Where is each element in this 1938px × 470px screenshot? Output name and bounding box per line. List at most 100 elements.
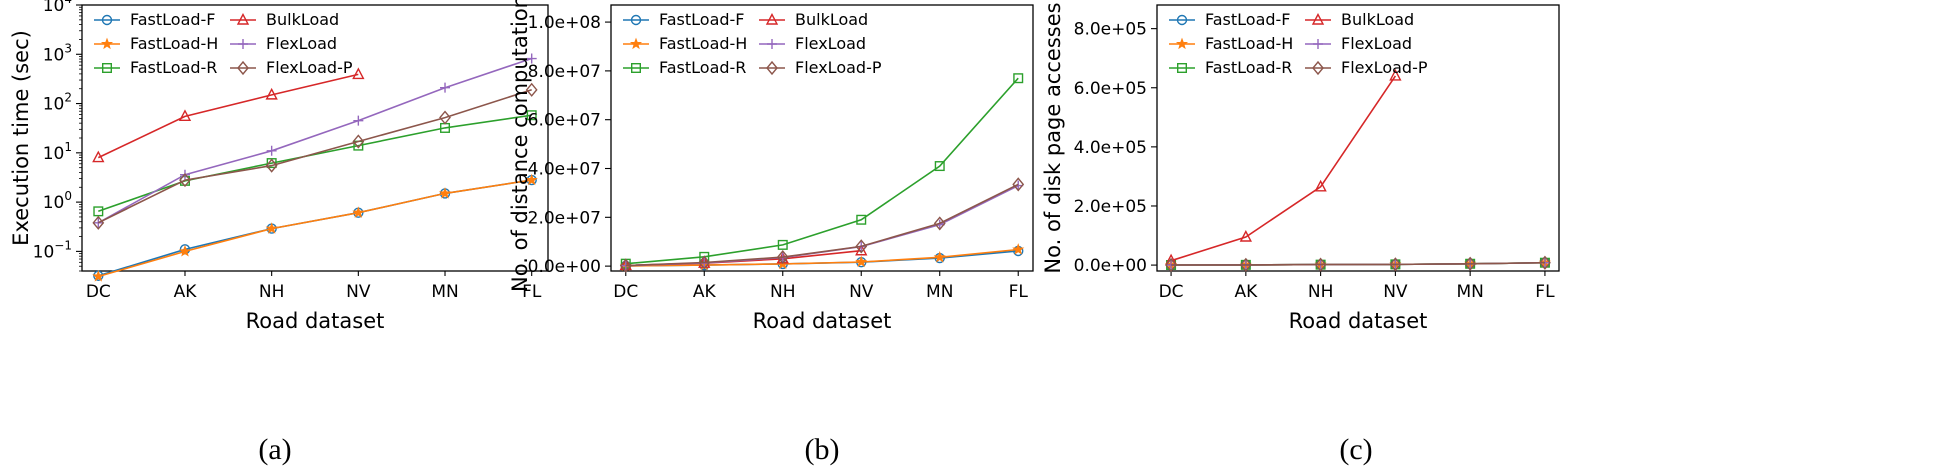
series-line — [625, 77, 1019, 265]
legend-marker — [765, 12, 779, 25]
data-point-marker — [1314, 257, 1327, 272]
series-fastload-r — [620, 73, 1024, 269]
y-tick-label: 100 — [43, 189, 72, 213]
y-tick-label: 10−1 — [33, 238, 72, 262]
data-point-marker — [265, 158, 278, 173]
y-tick-label: 2.0e+07 — [528, 208, 601, 228]
series-flexload-p — [1165, 255, 1551, 273]
data-point-marker — [934, 161, 945, 172]
series-bulkload — [92, 67, 365, 163]
legend-marker — [101, 63, 112, 74]
data-point-marker — [178, 109, 192, 122]
data-point-marker — [1539, 255, 1551, 270]
x-tick-label: DC — [86, 282, 111, 302]
data-point-marker — [265, 222, 278, 234]
series-line — [97, 73, 359, 159]
data-point-marker — [352, 206, 365, 218]
legend: FastLoad-F FastLoad-H FastLoad-R BulkLoad Fl… — [94, 10, 353, 77]
legend-label: FastLoad-F — [130, 10, 216, 29]
x-tick-label: FL — [1535, 282, 1555, 302]
y-tick-label: 0.0e+00 — [528, 257, 601, 277]
data-point-marker — [1165, 257, 1177, 273]
legend-marker — [1311, 12, 1325, 25]
legend-label: FlexLoad — [1341, 34, 1412, 53]
panel-caption: (a) — [258, 433, 291, 466]
legend-marker — [236, 12, 250, 25]
legend-label: FastLoad-F — [1205, 10, 1291, 29]
x-tick-label: NV — [849, 282, 874, 302]
legend-label: BulkLoad — [266, 10, 339, 29]
data-point-marker — [439, 110, 451, 125]
chart-panel-3: DC AK NH NV MN FL 0.0e+00 2.0e+05 4.0e+05 6.0e+05… — [1041, 2, 1560, 466]
legend-marker — [766, 60, 778, 76]
data-point-marker — [265, 87, 278, 100]
data-point-marker — [93, 206, 104, 217]
data-point-marker — [438, 187, 452, 199]
x-tick-label: AK — [174, 282, 198, 302]
panel-caption: (c) — [1339, 433, 1372, 466]
x-tick-label: MN — [431, 282, 458, 302]
y-tick-label: 103 — [43, 41, 72, 65]
chart-panel-1: DC AK NH NV MN FL 10−1 100 101 102 103 104 Road data… — [9, 0, 549, 466]
y-tick-label: 8.0e+07 — [528, 62, 601, 82]
data-point-marker — [352, 67, 365, 80]
legend: FastLoad-F FastLoad-H FastLoad-R BulkLoad Fl… — [623, 10, 882, 77]
series-flexload — [93, 53, 537, 228]
y-tick-label: 2.0e+05 — [1074, 197, 1147, 217]
series-flexload-p — [92, 82, 538, 230]
x-tick-label: FL — [522, 282, 542, 302]
y-tick-label: 4.0e+05 — [1074, 138, 1147, 158]
legend-label: FlexLoad-P — [266, 58, 353, 77]
series-flexload-p — [619, 177, 1025, 273]
data-point-marker — [777, 239, 788, 250]
legend-label: FastLoad-R — [659, 58, 746, 77]
legend-marker — [238, 39, 248, 49]
data-point-marker — [179, 172, 191, 188]
data-point-marker — [352, 134, 365, 149]
legend-marker — [1176, 14, 1188, 26]
data-point-marker — [1389, 68, 1402, 81]
y-tick-label: 101 — [43, 140, 72, 164]
data-point-marker — [855, 255, 868, 268]
x-tick-label: MN — [926, 282, 953, 302]
legend-label: FastLoad-R — [130, 58, 217, 77]
series-line — [97, 57, 532, 224]
plot-frame — [1156, 4, 1560, 272]
y-axis-label: Execution time (sec) — [9, 30, 33, 246]
data-point-marker — [353, 115, 364, 126]
series-fastload-h — [92, 173, 538, 282]
x-tick-label: AK — [693, 282, 717, 302]
x-tick-label: AK — [1234, 282, 1258, 302]
data-point-marker — [698, 255, 711, 270]
x-axis-label: Road dataset — [1289, 309, 1428, 333]
x-tick-label: FL — [1009, 282, 1029, 302]
data-point-marker — [1389, 257, 1402, 272]
y-tick-label: 4.0e+07 — [528, 160, 601, 180]
data-point-marker — [933, 216, 946, 231]
data-point-marker — [856, 214, 867, 225]
data-point-marker — [92, 150, 105, 163]
data-point-marker — [776, 249, 789, 265]
legend-label: FastLoad-H — [659, 34, 747, 53]
x-tick-label: NH — [770, 282, 796, 302]
data-point-marker — [1239, 230, 1253, 242]
legend-marker — [100, 37, 114, 50]
legend-label: FlexLoad — [795, 34, 866, 53]
series-fastload-r — [93, 110, 537, 217]
data-point-marker — [440, 82, 451, 93]
legend-marker — [1313, 39, 1323, 49]
data-point-marker — [855, 239, 868, 254]
legend-marker — [1175, 37, 1189, 50]
y-tick-label: 102 — [43, 91, 72, 115]
data-point-marker — [92, 270, 105, 282]
series-bulkload — [1164, 68, 1402, 266]
data-point-marker — [525, 82, 538, 97]
legend-label: BulkLoad — [1341, 10, 1414, 29]
series-line — [625, 248, 1019, 267]
data-point-marker — [1012, 177, 1025, 192]
data-point-marker — [1013, 73, 1024, 84]
data-point-marker — [266, 145, 277, 156]
y-axis-label: No. of distance computations — [508, 0, 532, 292]
data-point-marker — [1012, 243, 1025, 255]
x-tick-label: DC — [1159, 282, 1184, 302]
